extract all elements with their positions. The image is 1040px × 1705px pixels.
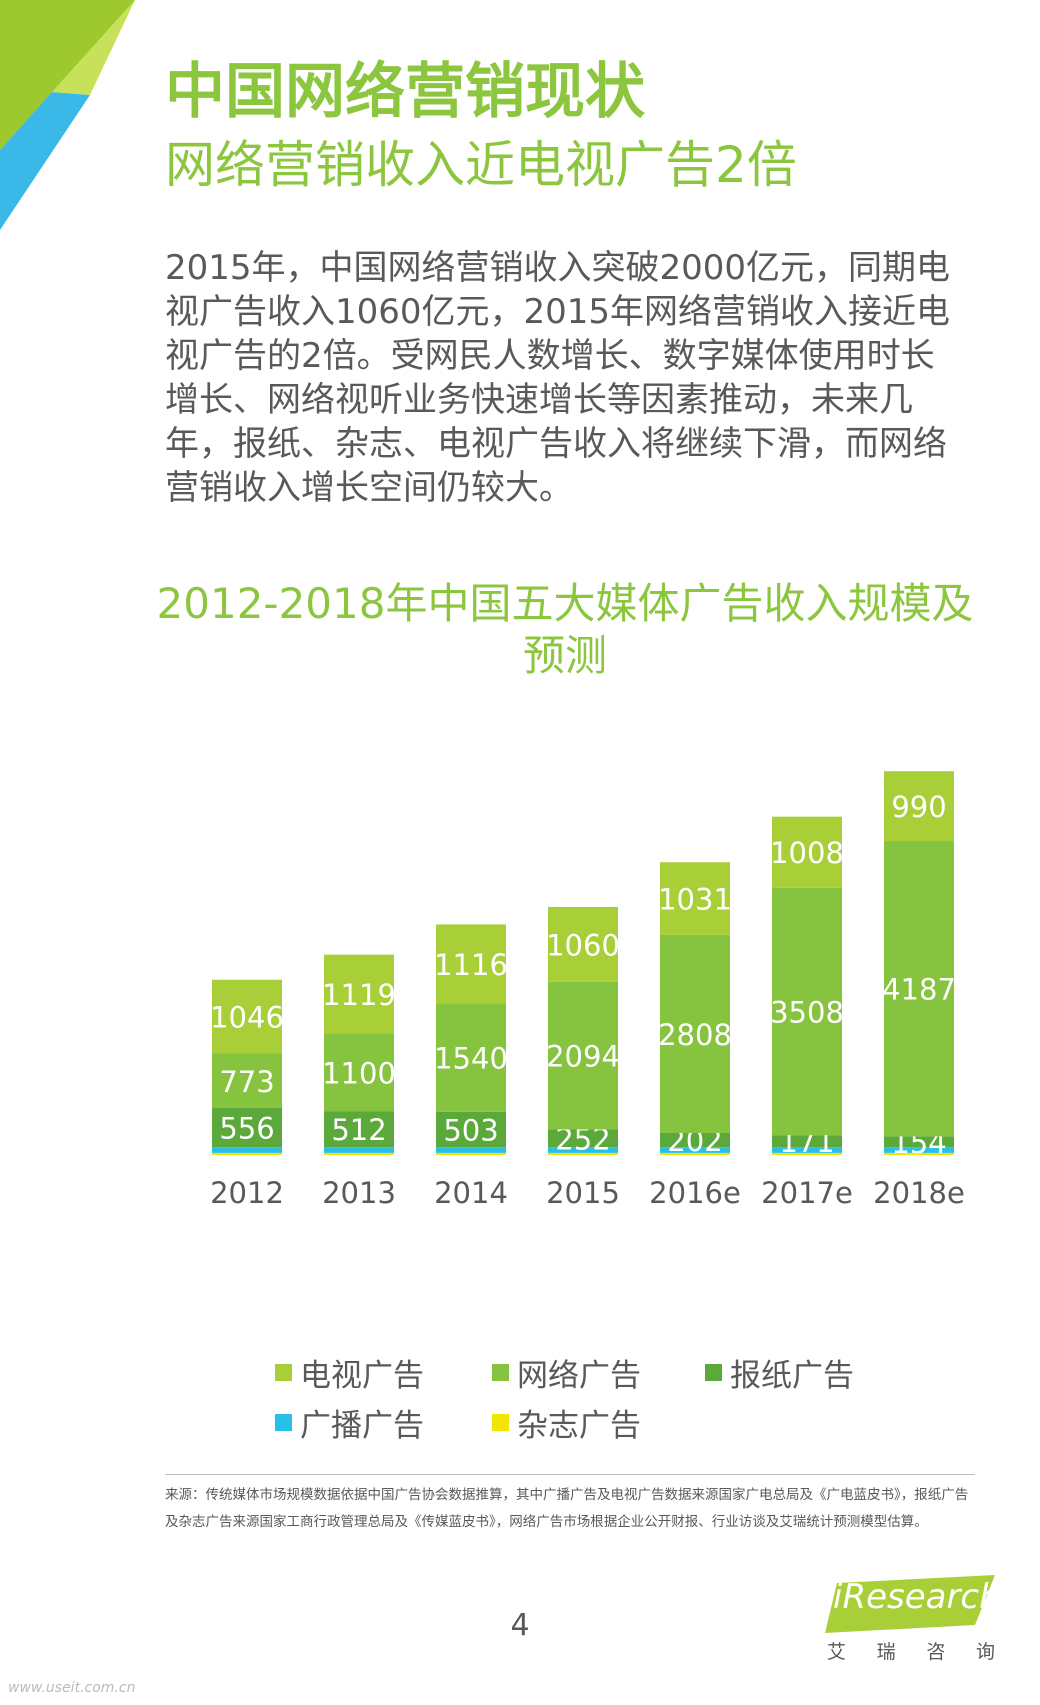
page-title: 中国网络营销现状 — [165, 57, 645, 127]
bar-segment — [884, 1147, 954, 1153]
bar-segment — [436, 1111, 506, 1148]
legend-item: 电视广告 — [275, 1350, 424, 1395]
data-label: 1008 — [770, 836, 844, 870]
legend-swatch — [275, 1414, 292, 1431]
page-subtitle: 网络营销收入近电视广告2倍 — [165, 136, 797, 194]
legend-item: 网络广告 — [492, 1350, 641, 1395]
iresearch-logo: iResearch 艾 瑞 咨 询 — [825, 1575, 1001, 1675]
x-tick-label: 2017e — [761, 1176, 853, 1210]
bar-segment — [436, 924, 506, 1004]
data-label: 2808 — [658, 1018, 732, 1052]
legend-swatch — [492, 1364, 509, 1381]
bar-segment — [324, 1152, 394, 1155]
bar-segment — [884, 841, 954, 1137]
data-label: 1046 — [210, 1001, 284, 1035]
bar-segment — [884, 1152, 954, 1155]
data-label: 1116 — [434, 948, 508, 982]
bar-segment — [660, 862, 730, 935]
bar-segment — [884, 771, 954, 842]
data-label: 1540 — [434, 1041, 508, 1075]
legend-label: 报纸广告 — [730, 1358, 854, 1394]
legend-label: 杂志广告 — [517, 1408, 641, 1444]
legend-swatch — [492, 1414, 509, 1431]
legend-swatch — [275, 1364, 292, 1381]
data-label: 503 — [443, 1114, 498, 1148]
data-label: 990 — [891, 790, 946, 824]
corner-decoration — [0, 0, 135, 230]
legend-label: 网络广告 — [517, 1358, 641, 1394]
bar-segment — [660, 1147, 730, 1153]
bar-segment — [660, 1152, 730, 1155]
bar-segment — [436, 1152, 506, 1155]
bar-segment — [212, 1108, 282, 1148]
x-tick-label: 2015 — [546, 1176, 620, 1210]
bar-segment — [772, 1147, 842, 1153]
logo-char: 询 — [975, 1641, 995, 1663]
x-tick-label: 2016e — [649, 1176, 741, 1210]
x-tick-label: 2014 — [434, 1176, 508, 1210]
x-tick-label: 2012 — [210, 1176, 284, 1210]
bar-segment — [660, 934, 730, 1133]
logo-wordmark: iResearch — [833, 1577, 1001, 1617]
bar-segment — [772, 1135, 842, 1148]
bar-segment — [884, 1136, 954, 1148]
bar-segment — [212, 1053, 282, 1109]
data-label: 4187 — [882, 973, 956, 1007]
legend-item: 杂志广告 — [492, 1400, 641, 1445]
stacked-bar-chart: 556 773 1046 2012 512 1100 1119 2013 503 1540 1116… — [210, 771, 965, 1210]
data-label: 1119 — [322, 978, 396, 1012]
bar-segment — [324, 1033, 394, 1112]
bar-segment — [212, 1152, 282, 1155]
data-label: 2094 — [546, 1040, 620, 1074]
bar-segment — [772, 1152, 842, 1155]
bar-segment — [324, 1111, 394, 1148]
legend-item: 报纸广告 — [705, 1350, 854, 1395]
watermark: www.useit.com.cn — [8, 1680, 136, 1696]
bar-segment — [548, 1129, 618, 1148]
x-tick-label: 2013 — [322, 1176, 396, 1210]
data-label: 773 — [219, 1065, 274, 1099]
legend-item: 广播广告 — [275, 1400, 424, 1445]
bar-segment — [324, 1147, 394, 1153]
x-tick-label: 2018e — [873, 1176, 965, 1210]
bar-segment — [436, 1147, 506, 1153]
data-label: 556 — [219, 1112, 274, 1146]
data-label: 512 — [331, 1113, 386, 1147]
bar-segment — [772, 887, 842, 1136]
logo-chinese-name: 艾 瑞 咨 询 — [827, 1637, 995, 1664]
bar-segment — [212, 979, 282, 1054]
legend-swatch — [705, 1364, 722, 1381]
bar-segment — [548, 1147, 618, 1153]
bar-segment — [772, 816, 842, 888]
legend-label: 广播广告 — [300, 1408, 424, 1444]
legend-label: 电视广告 — [300, 1358, 424, 1394]
chart-title: 2012-2018年中国五大媒体广告收入规模及预测 — [156, 579, 974, 680]
data-label: 1060 — [546, 928, 620, 962]
logo-char: 瑞 — [876, 1641, 896, 1663]
intro-paragraph: 2015年，中国网络营销收入突破2000亿元，同期电视广告收入1060亿元，20… — [165, 248, 951, 508]
bar-segment — [324, 954, 394, 1034]
logo-char: 艾 — [827, 1641, 847, 1663]
data-label: 1100 — [322, 1056, 396, 1090]
bar-segment — [548, 906, 618, 982]
source-note: 来源：传统媒体市场规模数据依据中国广告协会数据推算，其中广播广告及电视广告数据来… — [165, 1487, 969, 1530]
source-divider — [165, 1474, 975, 1475]
bar-segment — [212, 1147, 282, 1153]
bar-segment — [660, 1132, 730, 1148]
bar-segment — [548, 981, 618, 1130]
bar-segment — [436, 1003, 506, 1112]
page-number: 4 — [510, 1608, 530, 1643]
logo-char: 咨 — [926, 1641, 946, 1663]
bar-segment — [548, 1152, 618, 1155]
data-label: 3508 — [770, 995, 844, 1029]
data-label: 1031 — [658, 883, 732, 917]
